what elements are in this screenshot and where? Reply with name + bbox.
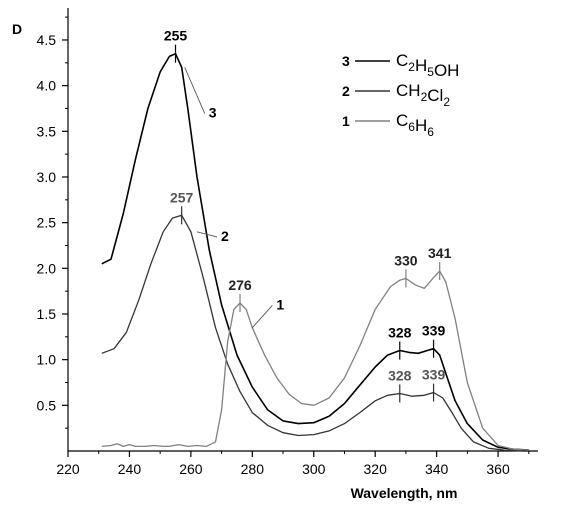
legend-formula: C2H5OH <box>396 51 459 80</box>
peak-label: 328 <box>388 325 412 341</box>
y-tick-label: 3.0 <box>37 169 57 185</box>
curve-label: 2 <box>221 228 229 244</box>
peak-label: 330 <box>394 252 418 268</box>
x-tick-label: 360 <box>486 461 510 477</box>
x-tick-label: 300 <box>302 461 326 477</box>
y-tick-label: 1.0 <box>37 352 57 368</box>
y-tick-label: 4.0 <box>37 78 57 94</box>
x-tick-label: 340 <box>425 461 449 477</box>
peak-label: 257 <box>170 189 194 205</box>
series-line-3 <box>101 52 529 451</box>
peak-label: 276 <box>228 277 252 293</box>
x-axis-title: Wavelength, nm <box>351 485 458 501</box>
y-tick-label: 4.5 <box>37 32 57 48</box>
peak-annotations: 255 257 276 330 341 328 339 328 339 <box>164 28 452 403</box>
x-tick-label: 280 <box>241 461 265 477</box>
y-tick-label: 1.5 <box>37 306 57 322</box>
legend-formula: CH2Cl2 <box>396 81 450 109</box>
peak-label: 341 <box>428 245 452 261</box>
series-line-1 <box>101 270 529 451</box>
x-tick-label: 320 <box>364 461 388 477</box>
legend-number: 1 <box>342 113 350 129</box>
axes <box>67 8 538 452</box>
legend-number: 2 <box>342 83 350 99</box>
peak-label: 328 <box>388 367 412 383</box>
curve-label: 1 <box>276 296 284 312</box>
peak-label: 339 <box>422 367 446 383</box>
curve-leader <box>184 67 206 114</box>
legend: 3 C2H5OH 2 CH2Cl2 1 C6H6 <box>342 51 459 139</box>
curve-label: 3 <box>209 105 217 121</box>
legend-formula: C6H6 <box>396 111 434 139</box>
series-lines <box>101 52 529 452</box>
peak-label: 339 <box>422 323 446 339</box>
curve-labels: 3 2 1 <box>184 67 284 328</box>
x-tick-label: 260 <box>179 461 203 477</box>
curve-leader <box>251 305 273 328</box>
series-line-2 <box>101 214 523 452</box>
curve-leader <box>196 231 218 238</box>
peak-label: 255 <box>164 28 188 44</box>
x-tick-label: 240 <box>118 461 142 477</box>
y-tick-label: 2.0 <box>37 260 57 276</box>
y-axis-ticks: 0.5 1.0 1.5 2.0 2.5 3.0 3.5 4.0 4.5 <box>37 16 68 429</box>
y-axis-title: D <box>12 21 22 37</box>
y-tick-label: 2.5 <box>37 215 57 231</box>
legend-number: 3 <box>342 53 350 69</box>
y-tick-label: 3.5 <box>37 123 57 139</box>
x-tick-label: 220 <box>56 461 80 477</box>
y-tick-label: 0.5 <box>37 397 57 413</box>
x-axis-ticks: 220 240 260 280 300 320 340 360 <box>56 451 530 477</box>
